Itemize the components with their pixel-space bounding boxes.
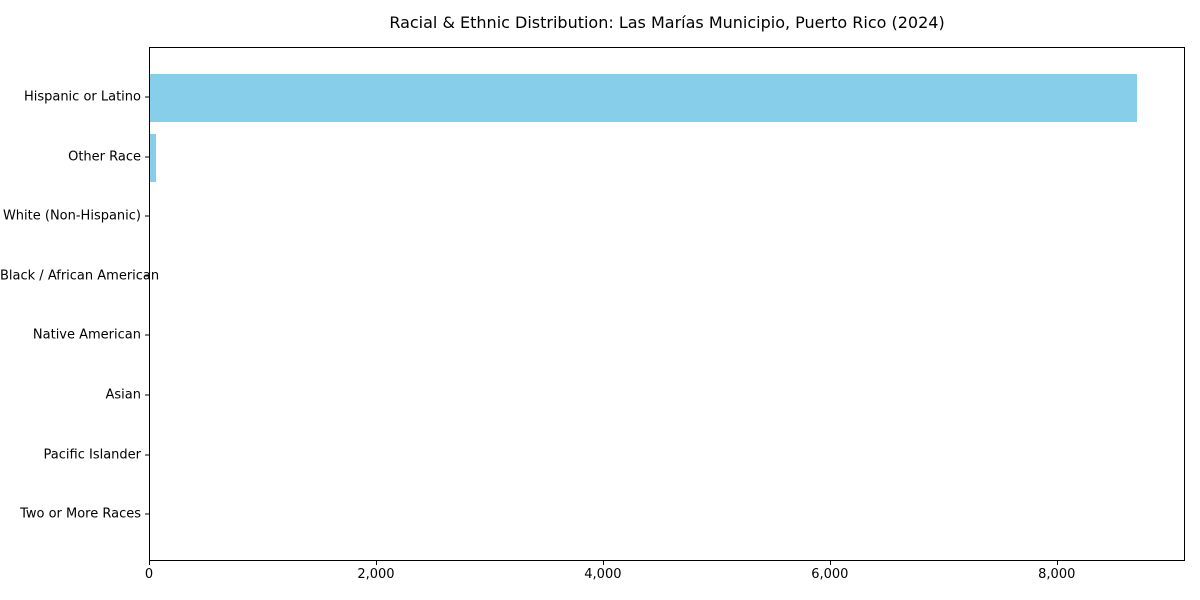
- x-axis-tick-label: 0: [144, 567, 154, 582]
- x-axis-tick: [602, 561, 604, 565]
- y-axis-label: Hispanic or Latino: [23, 89, 141, 105]
- y-axis-tick: [145, 513, 149, 515]
- x-axis-tick-label: 2,000: [357, 567, 395, 582]
- bar-hispanic-or-latino: [150, 74, 1138, 122]
- y-axis-label: Native American: [32, 327, 141, 343]
- x-axis-tick: [829, 561, 831, 565]
- x-axis-tick: [375, 561, 377, 565]
- x-axis-tick: [149, 561, 150, 565]
- y-axis-label: Asian: [105, 387, 141, 403]
- y-axis-label: Black / African American: [0, 268, 160, 284]
- x-axis-tick-label: 6,000: [811, 567, 849, 582]
- y-axis-tick: [145, 215, 149, 217]
- y-axis-label: Pacific Islander: [43, 447, 141, 463]
- y-axis-tick: [145, 394, 149, 396]
- chart-title: Racial & Ethnic Distribution: Las Marías…: [389, 13, 945, 32]
- y-axis-tick: [145, 454, 149, 456]
- x-axis-tick-label: 4,000: [584, 567, 622, 582]
- y-axis-tick: [145, 275, 149, 277]
- y-axis-label: White (Non-Hispanic): [2, 208, 141, 224]
- y-axis-label: Other Race: [68, 149, 141, 165]
- bar-other-race: [150, 133, 156, 182]
- y-axis-tick: [145, 334, 149, 336]
- y-axis-label: Two or More Races: [20, 506, 141, 522]
- x-axis-tick: [1056, 561, 1058, 565]
- y-axis-tick: [145, 156, 149, 158]
- y-axis-tick: [145, 96, 149, 98]
- plot-area: [149, 47, 1185, 561]
- x-axis-tick-label: 8,000: [1038, 567, 1076, 582]
